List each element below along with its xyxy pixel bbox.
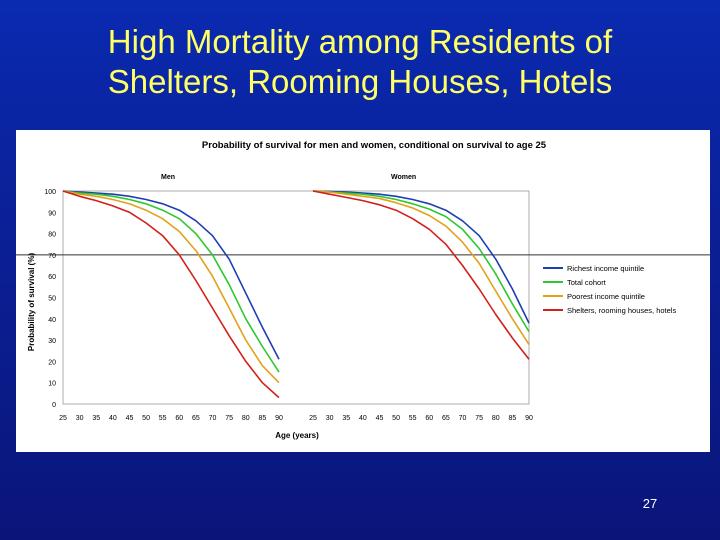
slide-title: High Mortality among Residents of Shelte…	[60, 22, 660, 102]
x-tick-label: 45	[376, 415, 384, 422]
x-tick-label: 60	[175, 415, 183, 422]
series-line-men	[62, 190, 280, 399]
series-line-women	[312, 190, 530, 333]
series-line-men	[62, 190, 280, 360]
panel-label-women: Women	[391, 174, 416, 181]
legend-label: Richest income quintile	[567, 264, 644, 273]
panel-label-men: Men	[161, 174, 175, 181]
y-tick-label: 20	[48, 359, 56, 366]
series-line-women	[312, 190, 530, 360]
chart-panel: Probability of survival for men and wome…	[16, 130, 710, 452]
slide-title-line2: Shelters, Rooming Houses, Hotels	[107, 63, 613, 100]
x-tick-label: 75	[475, 415, 483, 422]
x-tick-label: 45	[126, 415, 134, 422]
x-tick-label: 65	[192, 415, 200, 422]
plot-layer: 0 10 20 30 40 50 60 70 80 90 100 25 30 35 40 45 50 55 60 65…	[16, 189, 710, 422]
chart-title: Probability of survival for men and wome…	[202, 140, 547, 151]
x-tick-label: 35	[342, 415, 350, 422]
y-tick-label: 70	[48, 253, 56, 260]
legend-label: Total cohort	[567, 278, 607, 287]
x-tick-label: 70	[459, 415, 467, 422]
x-tick-label: 55	[409, 415, 417, 422]
x-tick-label: 40	[359, 415, 367, 422]
x-tick-label: 90	[525, 415, 533, 422]
y-tick-label: 40	[48, 317, 56, 324]
x-tick-label: 80	[242, 415, 250, 422]
y-axis-label: Probability of survival (%)	[27, 253, 36, 352]
series-line-women	[312, 190, 530, 324]
series-line-women	[312, 190, 530, 345]
x-tick-label: 35	[92, 415, 100, 422]
y-tick-label: 100	[44, 189, 56, 196]
y-tick-label: 30	[48, 338, 56, 345]
legend: Richest income quintile Total cohort Poore…	[543, 264, 676, 315]
x-tick-label: 70	[209, 415, 217, 422]
legend-label: Shelters, rooming houses, hotels	[567, 306, 676, 315]
y-tick-label: 80	[48, 232, 56, 239]
x-axis-label: Age (years)	[275, 431, 319, 440]
y-tick-label: 0	[52, 402, 56, 409]
y-tick-label: 50	[48, 296, 56, 303]
x-tick-label: 25	[59, 415, 67, 422]
slide-title-line1: High Mortality among Residents of	[107, 23, 613, 60]
x-tick-label: 85	[508, 415, 516, 422]
x-tick-label: 80	[492, 415, 500, 422]
series-line-men	[62, 190, 280, 373]
x-tick-label: 90	[275, 415, 283, 422]
x-tick-label: 55	[159, 415, 167, 422]
x-tick-label: 30	[326, 415, 334, 422]
y-tick-label: 60	[48, 274, 56, 281]
page-number: 27	[642, 496, 658, 511]
x-tick-label: 65	[442, 415, 450, 422]
plot-frame	[62, 190, 530, 405]
x-tick-label: 30	[76, 415, 84, 422]
legend-label: Poorest income quintile	[567, 292, 645, 301]
survival-chart: Probability of survival for men and wome…	[16, 140, 710, 440]
x-tick-label: 60	[425, 415, 433, 422]
x-tick-label: 85	[258, 415, 266, 422]
x-tick-label: 50	[142, 415, 150, 422]
series-line-men	[62, 190, 280, 384]
y-tick-label: 10	[48, 381, 56, 388]
x-tick-label: 25	[309, 415, 317, 422]
x-tick-label: 50	[392, 415, 400, 422]
x-tick-label: 40	[109, 415, 117, 422]
y-tick-label: 90	[48, 210, 56, 217]
x-tick-label: 75	[225, 415, 233, 422]
